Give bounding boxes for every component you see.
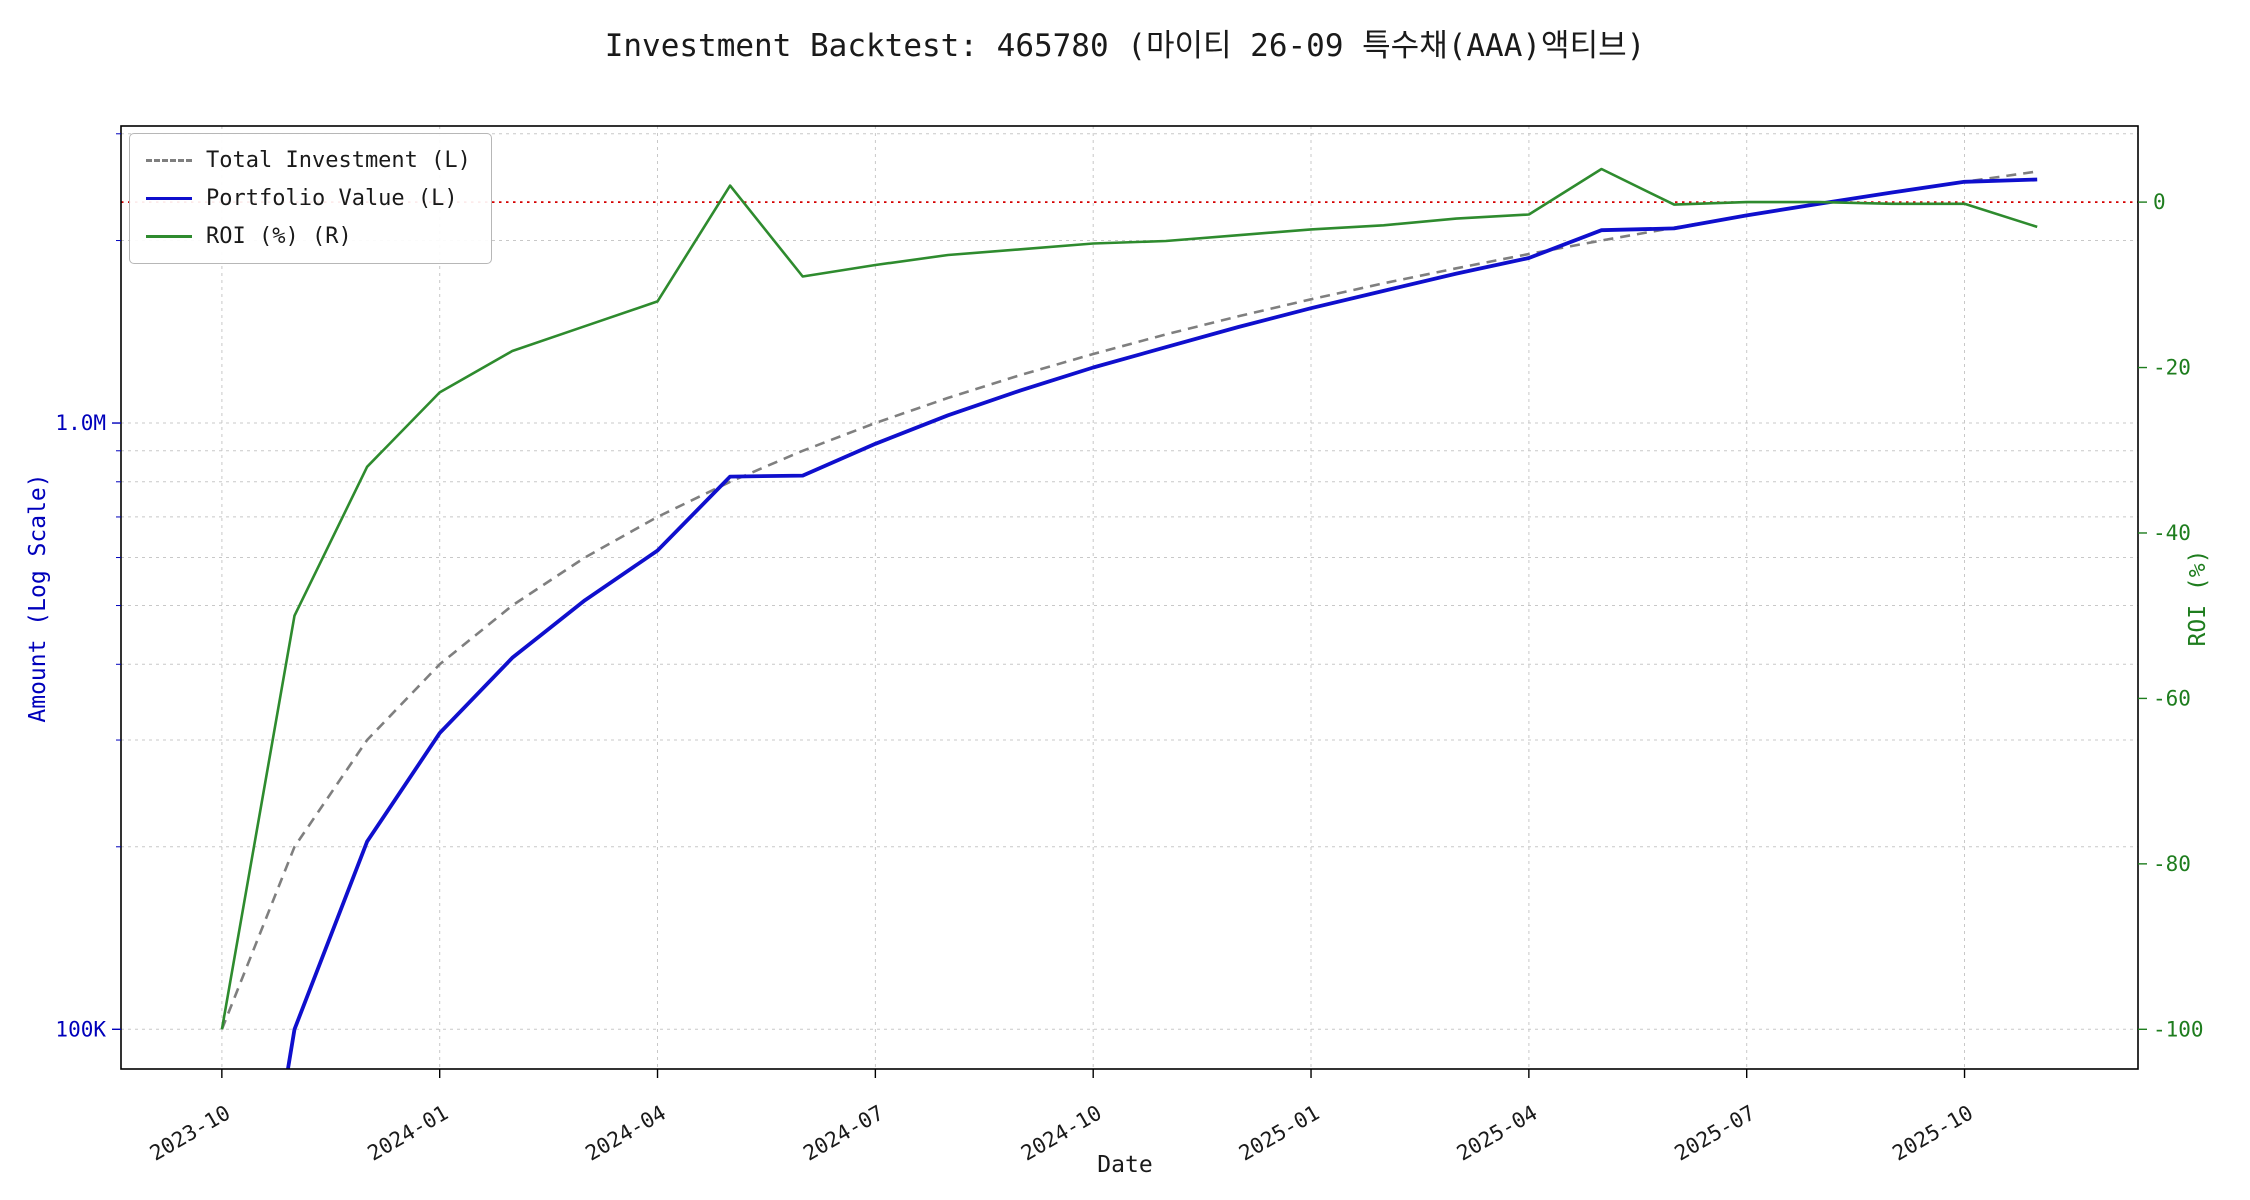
gridlines: [121, 126, 2138, 1069]
legend-label-roi: ROI (%) (R): [206, 224, 352, 249]
roi-line: [220, 167, 2038, 1030]
left-axis-label: Amount (Log Scale): [25, 473, 51, 723]
legend-label-total-investment: Total Investment (L): [206, 148, 471, 173]
right-tick-label: -100: [2153, 1017, 2204, 1041]
legend-item-portfolio-value: Portfolio Value (L): [146, 186, 471, 211]
right-tick-label: -20: [2153, 356, 2191, 380]
plot-border: [120, 125, 2139, 1070]
x-axis-label: Date: [1097, 1152, 1153, 1178]
right-tick-label: 0: [2153, 190, 2166, 214]
legend-swatch-portfolio-value: [146, 197, 192, 200]
right-tick-label: -60: [2153, 686, 2191, 710]
legend-swatch-total-investment: [146, 159, 192, 162]
legend-swatch-roi: [146, 235, 192, 238]
legend: Total Investment (L) Portfolio Value (L)…: [129, 133, 492, 264]
right-tick-label: -80: [2153, 852, 2191, 876]
portfolio-value-line: [286, 177, 2038, 1069]
chart-title: Investment Backtest: 465780 (마이티 26-09 특…: [604, 28, 1646, 64]
left-tick-label: 100K: [55, 1017, 106, 1041]
legend-item-total-investment: Total Investment (L): [146, 148, 471, 173]
right-axis-label: ROI (%): [2185, 549, 2211, 647]
legend-item-roi: ROI (%) (R): [146, 224, 471, 249]
left-tick-label: 1.0M: [55, 411, 106, 435]
total-investment-line: [220, 170, 2038, 1030]
right-tick-label: -40: [2153, 521, 2191, 545]
legend-label-portfolio-value: Portfolio Value (L): [206, 186, 458, 211]
